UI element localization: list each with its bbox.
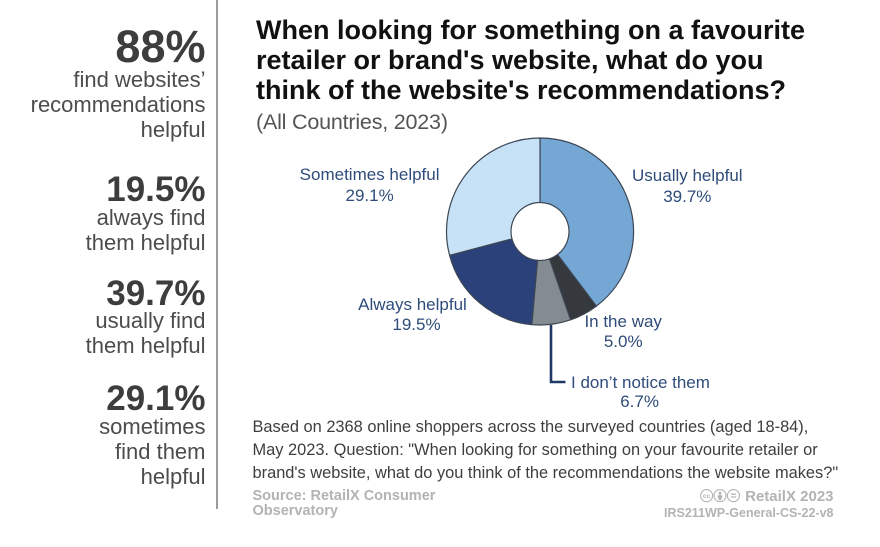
- svg-text:cc: cc: [702, 493, 710, 500]
